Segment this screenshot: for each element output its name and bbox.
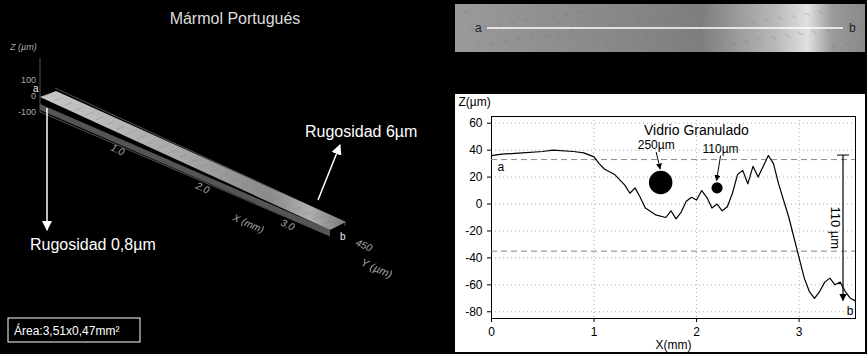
svg-text:X(mm): X(mm) <box>656 338 692 352</box>
svg-text:-20: -20 <box>465 224 483 238</box>
svg-text:Z(µm): Z(µm) <box>459 95 491 109</box>
svg-text:b: b <box>340 231 346 242</box>
svg-text:a: a <box>33 83 39 94</box>
svg-text:60: 60 <box>469 116 483 130</box>
svg-text:3.0: 3.0 <box>279 217 297 233</box>
svg-text:0: 0 <box>31 91 36 101</box>
svg-text:250µm: 250µm <box>638 138 675 152</box>
svg-text:1: 1 <box>591 325 598 339</box>
svg-text:a: a <box>475 21 482 35</box>
svg-text:20: 20 <box>469 170 483 184</box>
svg-text:1.0: 1.0 <box>109 142 127 158</box>
svg-text:a: a <box>498 160 505 174</box>
svg-text:-100: -100 <box>18 107 36 117</box>
svg-text:Área:3,51x0,47mm²: Área:3,51x0,47mm² <box>14 323 119 338</box>
svg-text:450: 450 <box>354 237 374 254</box>
svg-text:Rugosidad 0,8µm: Rugosidad 0,8µm <box>30 236 156 253</box>
svg-text:Mármol Portugués: Mármol Portugués <box>170 10 301 27</box>
svg-text:0: 0 <box>476 197 483 211</box>
svg-text:110 µm: 110 µm <box>828 206 843 249</box>
svg-text:40: 40 <box>469 143 483 157</box>
svg-text:2.0: 2.0 <box>193 179 211 195</box>
svg-text:-40: -40 <box>465 251 483 265</box>
svg-text:2: 2 <box>693 325 700 339</box>
svg-text:Z (µm): Z (µm) <box>9 42 37 52</box>
svg-text:b: b <box>849 21 856 35</box>
svg-text:110µm: 110µm <box>703 142 739 156</box>
svg-text:0: 0 <box>488 325 495 339</box>
svg-text:Y (µm): Y (µm) <box>359 256 394 281</box>
svg-text:b: b <box>847 304 854 318</box>
svg-text:X (mm): X (mm) <box>230 211 265 235</box>
svg-text:Rugosidad 6µm: Rugosidad 6µm <box>305 123 417 140</box>
svg-text:-60: -60 <box>465 278 483 292</box>
svg-text:100: 100 <box>21 75 36 85</box>
svg-text:-80: -80 <box>465 305 483 319</box>
svg-text:3: 3 <box>796 325 803 339</box>
svg-text:Vidrio Granulado: Vidrio Granulado <box>644 122 749 138</box>
